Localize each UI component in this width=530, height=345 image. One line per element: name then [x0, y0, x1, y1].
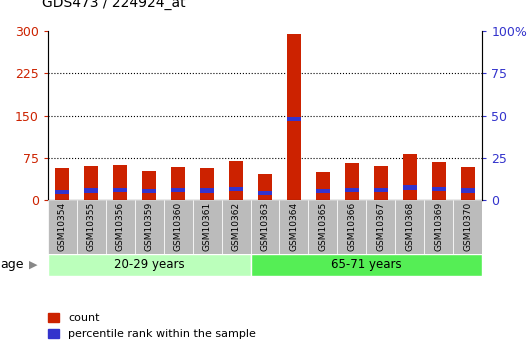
Bar: [403, 154, 417, 200]
Text: GSM10355: GSM10355: [87, 202, 95, 251]
Text: GSM10356: GSM10356: [116, 202, 125, 251]
Text: GSM10362: GSM10362: [232, 202, 241, 251]
Bar: [338, 200, 366, 254]
Text: age: age: [0, 258, 23, 271]
Bar: [105, 200, 135, 254]
Text: GSM10368: GSM10368: [405, 202, 414, 251]
Bar: [142, 171, 156, 200]
Bar: [344, 164, 359, 200]
Bar: [431, 187, 446, 191]
Text: 20-29 years: 20-29 years: [114, 258, 184, 271]
Bar: [287, 34, 301, 200]
Text: GSM10366: GSM10366: [348, 202, 356, 251]
Text: GDS473 / 224924_at: GDS473 / 224924_at: [42, 0, 186, 10]
Bar: [251, 200, 279, 254]
Bar: [171, 188, 185, 192]
Bar: [395, 200, 425, 254]
Bar: [258, 190, 272, 195]
Text: GSM10364: GSM10364: [289, 202, 298, 251]
Text: GSM10365: GSM10365: [319, 202, 328, 251]
Bar: [403, 186, 417, 190]
Bar: [113, 165, 127, 200]
Bar: [164, 200, 192, 254]
Bar: [142, 189, 156, 193]
Bar: [77, 200, 105, 254]
Bar: [55, 190, 69, 195]
Text: GSM10363: GSM10363: [261, 202, 269, 251]
Bar: [279, 200, 308, 254]
Bar: [425, 200, 453, 254]
Bar: [113, 188, 127, 192]
Bar: [200, 188, 214, 193]
Bar: [374, 166, 388, 200]
Bar: [135, 200, 164, 254]
Bar: [374, 188, 388, 192]
Text: GSM10360: GSM10360: [174, 202, 182, 251]
Bar: [258, 174, 272, 200]
Bar: [453, 200, 482, 254]
Text: GSM10369: GSM10369: [435, 202, 443, 251]
Text: 65-71 years: 65-71 years: [331, 258, 402, 271]
Bar: [192, 200, 222, 254]
Bar: [316, 172, 330, 200]
Bar: [55, 168, 69, 200]
Bar: [251, 254, 482, 276]
Bar: [229, 187, 243, 191]
Bar: [222, 200, 251, 254]
Text: ▶: ▶: [29, 260, 38, 270]
Bar: [171, 167, 185, 200]
Text: GSM10370: GSM10370: [463, 202, 472, 251]
Bar: [461, 188, 475, 193]
Bar: [461, 167, 475, 200]
Bar: [431, 162, 446, 200]
Bar: [84, 188, 99, 193]
Text: GSM10354: GSM10354: [58, 202, 67, 251]
Bar: [84, 166, 99, 200]
Bar: [229, 161, 243, 200]
Text: GSM10361: GSM10361: [202, 202, 211, 251]
Bar: [200, 168, 214, 200]
Bar: [366, 200, 395, 254]
Legend: count, percentile rank within the sample: count, percentile rank within the sample: [48, 313, 256, 339]
Bar: [287, 117, 301, 121]
Bar: [316, 189, 330, 193]
Bar: [344, 188, 359, 192]
Text: GSM10367: GSM10367: [376, 202, 385, 251]
Bar: [48, 254, 251, 276]
Bar: [308, 200, 338, 254]
Text: GSM10359: GSM10359: [145, 202, 154, 251]
Bar: [48, 200, 77, 254]
